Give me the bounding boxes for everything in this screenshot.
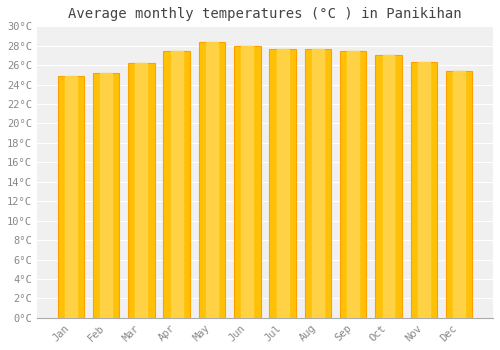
Bar <box>234 46 260 318</box>
Bar <box>136 63 147 318</box>
Bar <box>128 63 154 318</box>
Bar <box>418 62 430 318</box>
Bar <box>164 51 190 318</box>
Bar <box>170 51 182 318</box>
Bar <box>276 49 288 318</box>
Bar <box>446 71 472 318</box>
Bar <box>198 42 225 318</box>
Bar <box>58 76 84 318</box>
Bar <box>304 49 331 318</box>
Bar <box>270 49 296 318</box>
Bar <box>382 55 394 318</box>
Bar <box>375 55 402 318</box>
Title: Average monthly temperatures (°C ) in Panikihan: Average monthly temperatures (°C ) in Pa… <box>68 7 462 21</box>
Bar <box>206 42 218 318</box>
Bar <box>100 73 112 318</box>
Bar <box>347 51 359 318</box>
Bar <box>340 51 366 318</box>
Bar <box>312 49 324 318</box>
Bar <box>410 62 437 318</box>
Bar <box>242 46 253 318</box>
Bar <box>65 76 76 318</box>
Bar <box>453 71 465 318</box>
Bar <box>93 73 120 318</box>
